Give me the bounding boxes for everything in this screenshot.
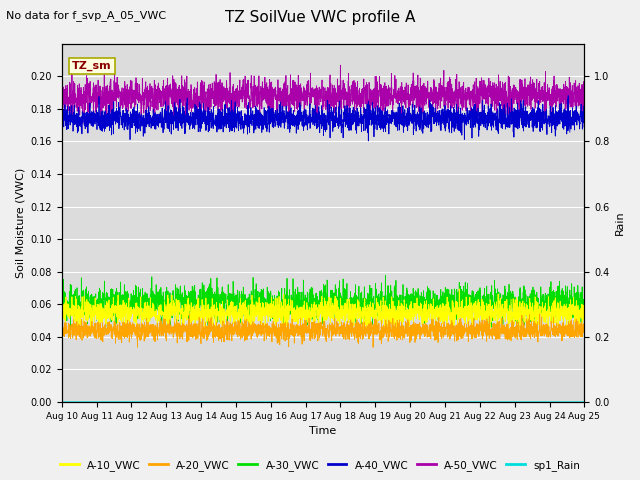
Text: TZ_sm: TZ_sm: [72, 61, 112, 71]
Legend: A-10_VWC, A-20_VWC, A-30_VWC, A-40_VWC, A-50_VWC, sp1_Rain: A-10_VWC, A-20_VWC, A-30_VWC, A-40_VWC, …: [56, 456, 584, 475]
Text: TZ SoilVue VWC profile A: TZ SoilVue VWC profile A: [225, 10, 415, 24]
Text: No data for f_svp_A_05_VWC: No data for f_svp_A_05_VWC: [6, 10, 166, 21]
X-axis label: Time: Time: [309, 426, 337, 436]
Y-axis label: Soil Moisture (VWC): Soil Moisture (VWC): [15, 168, 25, 278]
Y-axis label: Rain: Rain: [615, 211, 625, 235]
